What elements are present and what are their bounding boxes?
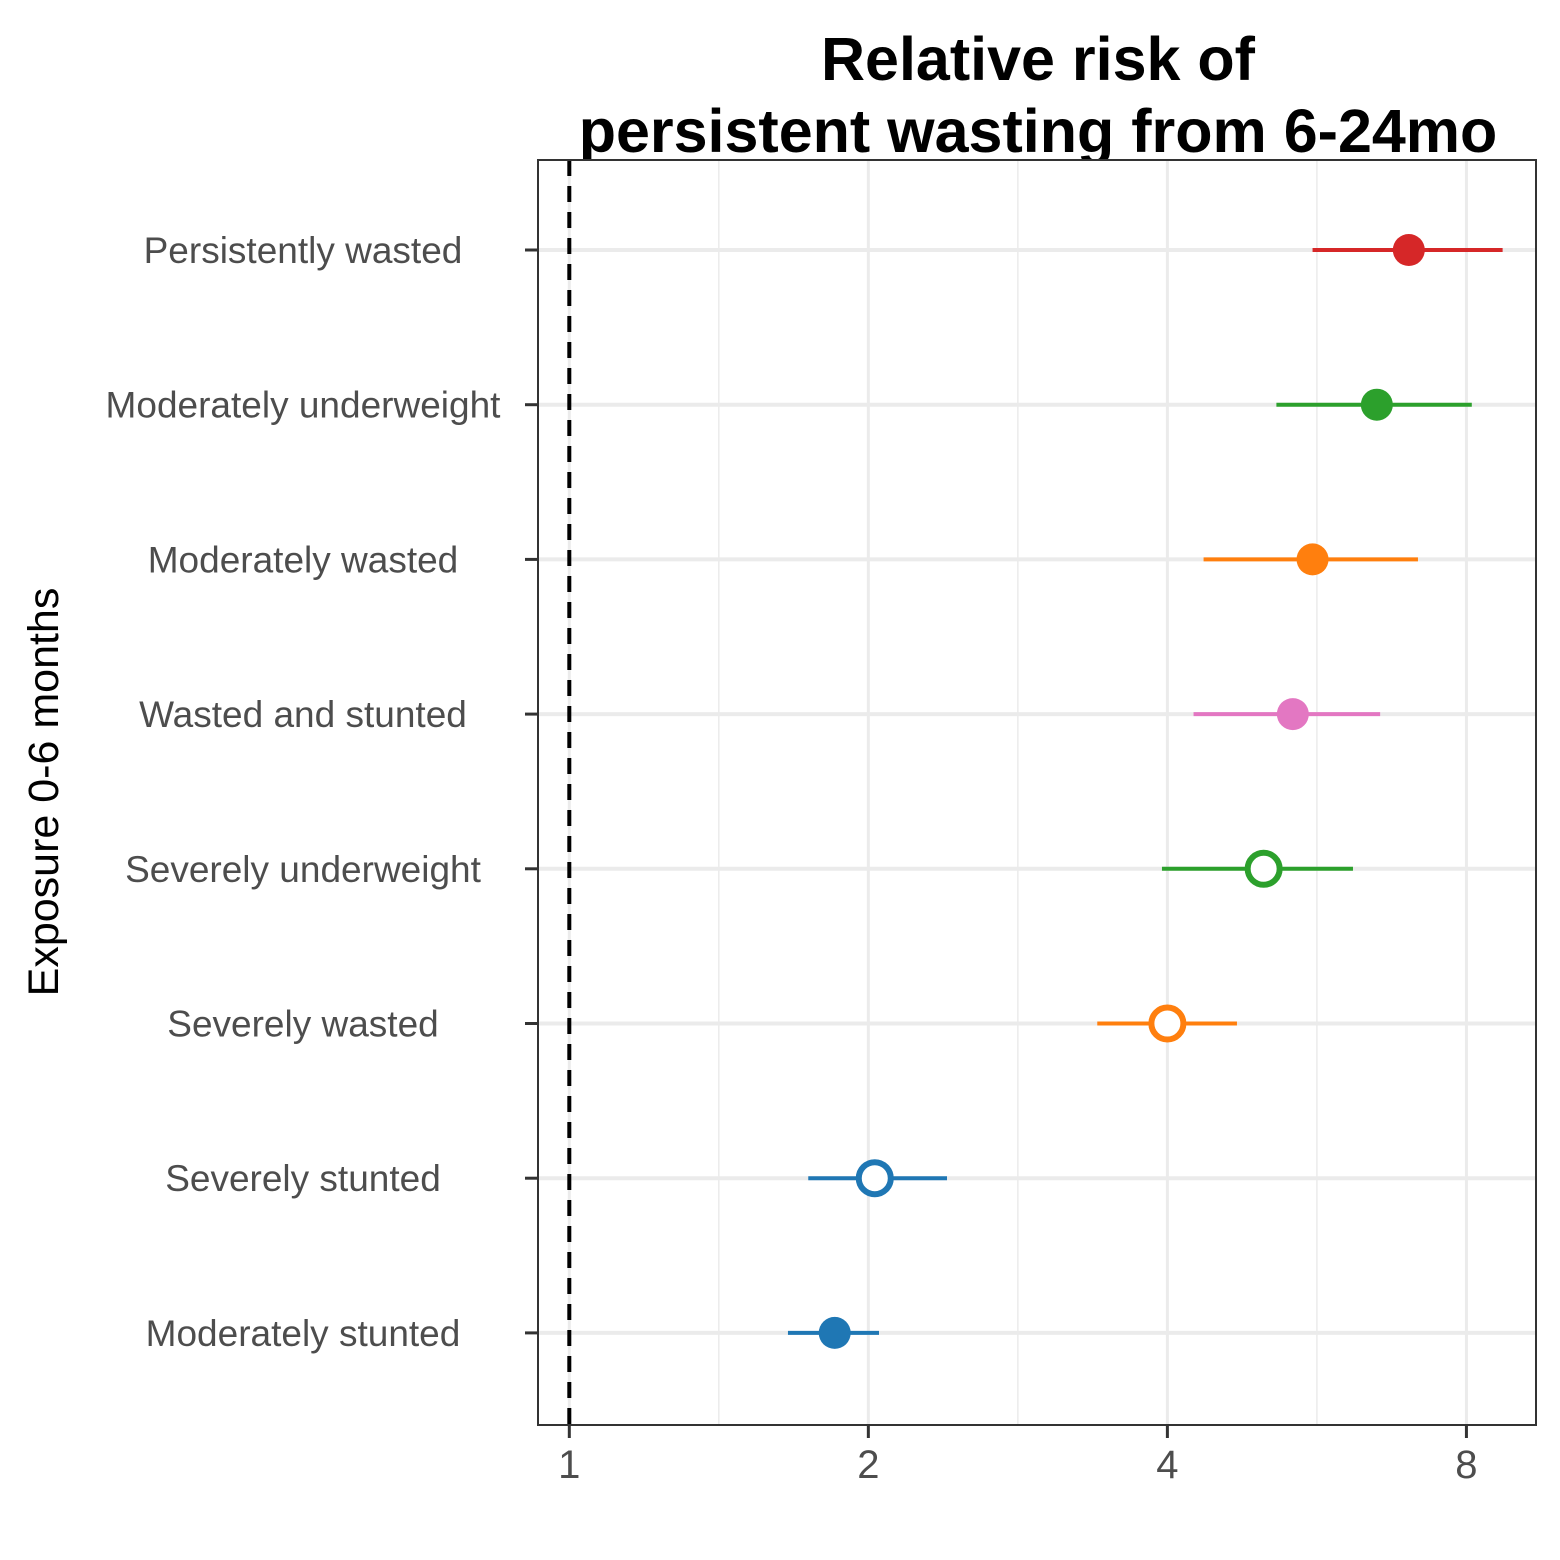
- y-tick-label: Moderately wasted: [148, 539, 459, 580]
- y-tick-label: Persistently wasted: [144, 230, 463, 271]
- estimate-point: [1276, 698, 1309, 731]
- plot-border: [537, 159, 1537, 1426]
- y-tick-label: Moderately stunted: [146, 1313, 461, 1354]
- y-tick-label: Severely underweight: [125, 849, 482, 890]
- grid-minor: [718, 160, 1318, 1425]
- x-tick-label: 1: [558, 1443, 580, 1487]
- grid-major: [538, 160, 1536, 1425]
- y-tick-label: Severely stunted: [165, 1158, 441, 1199]
- chart-title-line-2: persistent wasting from 6-24mo: [579, 97, 1498, 165]
- estimate-point: [855, 1159, 894, 1198]
- x-tick-label: 4: [1156, 1443, 1178, 1487]
- x-tick-label: 2: [857, 1443, 879, 1487]
- y-axis-label: Exposure 0-6 months: [20, 588, 68, 997]
- y-axis: Persistently wasted Moderately underweigh…: [106, 230, 538, 1354]
- estimate-point: [1392, 234, 1425, 266]
- estimate-point: [1360, 388, 1393, 421]
- estimate-point: [1148, 1004, 1187, 1043]
- x-axis: 1 2 4 8: [558, 1425, 1478, 1487]
- estimate-point: [1244, 849, 1283, 888]
- estimate-point: [1296, 543, 1329, 576]
- data-marks: [787, 234, 1503, 1349]
- y-tick-label: Moderately underweight: [106, 385, 502, 426]
- chart-title-line-1: Relative risk of: [821, 25, 1256, 93]
- estimate-point: [818, 1316, 851, 1349]
- y-tick-label: Wasted and stunted: [139, 694, 467, 735]
- y-tick-label: Severely wasted: [167, 1004, 438, 1045]
- plot-panel: [538, 160, 1536, 1425]
- x-tick-label: 8: [1455, 1443, 1477, 1487]
